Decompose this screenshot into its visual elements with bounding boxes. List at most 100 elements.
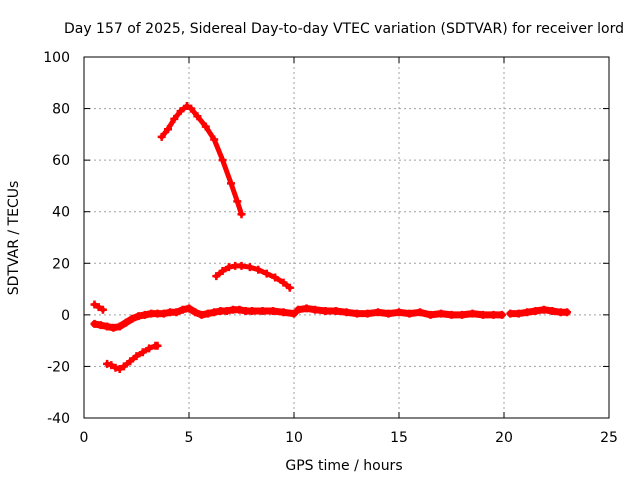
data-point xyxy=(233,197,242,206)
data-point xyxy=(468,309,477,318)
data-point xyxy=(426,310,435,319)
data-point xyxy=(302,304,311,313)
data-point xyxy=(285,283,294,292)
data-point xyxy=(279,278,288,287)
plot-frame xyxy=(83,56,610,419)
data-point xyxy=(94,303,103,312)
data-point xyxy=(384,309,393,318)
data-point xyxy=(290,309,298,318)
data-point xyxy=(548,306,557,315)
data-point xyxy=(182,101,191,110)
data-point xyxy=(159,309,168,318)
x-axis-label: GPS time / hours xyxy=(285,458,402,474)
data-point xyxy=(405,309,414,318)
data-point xyxy=(203,309,212,318)
data-point xyxy=(98,305,107,314)
data-point xyxy=(185,304,193,313)
data-point xyxy=(122,318,130,327)
data-point xyxy=(458,310,466,319)
x-tick-label: 20 xyxy=(495,430,513,446)
data-point xyxy=(227,179,235,188)
data-point xyxy=(395,308,403,317)
data-point xyxy=(111,363,120,372)
data-point xyxy=(539,305,548,314)
y-tick-label: 40 xyxy=(52,205,70,221)
x-tick-label: 25 xyxy=(600,430,618,446)
data-point xyxy=(140,310,149,319)
y-tick-label: -40 xyxy=(47,411,70,427)
data-point xyxy=(126,357,135,366)
data-point xyxy=(210,308,219,317)
data-point xyxy=(210,135,219,144)
data-point xyxy=(187,104,196,113)
data-point xyxy=(193,112,202,121)
data-point xyxy=(332,306,340,315)
data-point xyxy=(563,308,571,317)
data-point xyxy=(258,306,267,315)
x-tick-label: 10 xyxy=(285,430,303,446)
data-point xyxy=(514,309,523,318)
data-point xyxy=(447,310,456,319)
data-point xyxy=(248,306,256,315)
data-point xyxy=(178,305,187,314)
data-point xyxy=(197,310,206,319)
axis-ticks: 0 5 10 15 20 25 -40 -20 0 20 40 60 80 100 xyxy=(43,50,618,446)
data-point xyxy=(103,322,112,331)
data-point xyxy=(128,314,137,323)
chart-title: Day 157 of 2025, Sidereal Day-to-day VTE… xyxy=(64,21,624,37)
data-point xyxy=(191,308,200,317)
data-point xyxy=(437,309,445,318)
x-tick-label: 15 xyxy=(390,430,408,446)
y-tick-label: 60 xyxy=(52,153,70,169)
data-point xyxy=(523,308,532,317)
data-point xyxy=(235,305,244,314)
y-tick-label: 20 xyxy=(52,256,70,272)
data-point xyxy=(237,261,246,270)
data-point xyxy=(176,107,185,116)
data-series-group xyxy=(90,101,571,374)
data-point xyxy=(153,341,162,350)
data-point xyxy=(212,272,221,281)
x-tick-label: 5 xyxy=(185,430,194,446)
data-point xyxy=(489,310,498,319)
data-point xyxy=(531,306,540,315)
data-point xyxy=(279,308,288,317)
data-point xyxy=(363,309,372,318)
grid-lines xyxy=(84,57,609,418)
y-axis-label: SDTVAR / TECUs xyxy=(6,181,22,296)
data-point xyxy=(321,306,330,315)
data-point xyxy=(90,300,99,309)
data-point xyxy=(218,156,227,165)
data-point xyxy=(201,122,210,131)
data-point xyxy=(374,308,382,317)
data-point xyxy=(353,309,361,318)
data-point xyxy=(506,309,515,318)
y-tick-label: 0 xyxy=(61,308,70,324)
y-tick-label: -20 xyxy=(47,359,70,375)
data-point xyxy=(294,305,303,314)
data-point xyxy=(172,308,181,317)
data-point xyxy=(254,265,263,274)
data-point xyxy=(138,348,147,357)
data-point xyxy=(311,305,319,314)
data-point xyxy=(269,306,277,315)
data-point xyxy=(222,306,231,315)
data-point xyxy=(157,132,166,141)
data-point xyxy=(164,125,172,134)
data-point xyxy=(342,308,351,317)
data-point xyxy=(107,361,116,370)
data-point xyxy=(170,114,179,123)
data-point xyxy=(103,359,112,368)
data-point xyxy=(416,308,424,317)
data-point xyxy=(145,344,154,353)
data-point xyxy=(271,273,280,282)
data-point xyxy=(262,269,271,278)
data-point xyxy=(237,210,246,219)
data-point xyxy=(218,267,227,276)
data-point xyxy=(224,263,233,272)
data-point xyxy=(109,323,118,332)
y-tick-label: 80 xyxy=(52,102,70,118)
data-point xyxy=(134,312,143,321)
data-point xyxy=(96,321,105,330)
